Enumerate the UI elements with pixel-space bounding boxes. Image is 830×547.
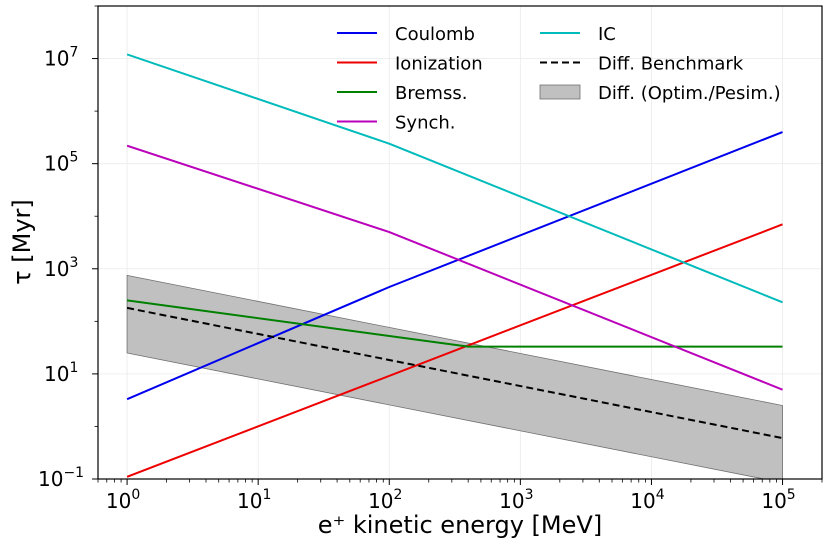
legend-label-ic: IC [598,24,616,45]
series-line-diff-benchmark [126,306,783,440]
plot-frame [97,5,823,480]
legend-label-diff-optim-pesim: Diff. (Optim./Pesim.) [598,83,781,104]
axis-ticks [92,5,823,485]
axis-tick-labels: 100 101 102 103 104 105 10−1 101 103 105 107 [38,45,796,513]
legend: Coulomb Ionization Bremss. Synch. IC Diff. Be… [337,24,781,134]
legend-label-synch: Synch. [395,113,456,134]
y-tick-label: 101 [44,360,78,386]
legend-label-ionization: Ionization [395,54,483,75]
x-axis-title: e⁺ kinetic energy [MeV] [318,511,602,539]
series-layer [126,53,783,478]
series-line-ionization [126,223,783,478]
x-tick-label: 101 [237,487,271,513]
y-tick-label: 10−1 [38,465,84,491]
x-tick-label: 104 [630,487,664,513]
legend-swatch-diff-optim-pesim [539,84,581,100]
y-tick-label: 107 [44,45,78,71]
series-line-ic [126,53,783,304]
x-tick-label: 103 [499,487,533,513]
uncertainty-band [126,274,783,479]
series-line-synch [126,144,783,391]
legend-label-diff-benchmark: Diff. Benchmark [598,54,744,75]
x-tick-label: 100 [106,487,140,513]
series-line-coulomb [126,131,783,401]
y-tick-label: 103 [44,255,78,281]
legend-label-bremss: Bremss. [395,83,467,104]
legend-label-coulomb: Coulomb [395,24,475,45]
x-tick-label: 105 [761,487,795,513]
x-tick-label: 102 [368,487,402,513]
band-layer [126,274,783,479]
y-axis-title: τ [Myr] [8,199,36,285]
y-tick-label: 105 [44,150,78,176]
